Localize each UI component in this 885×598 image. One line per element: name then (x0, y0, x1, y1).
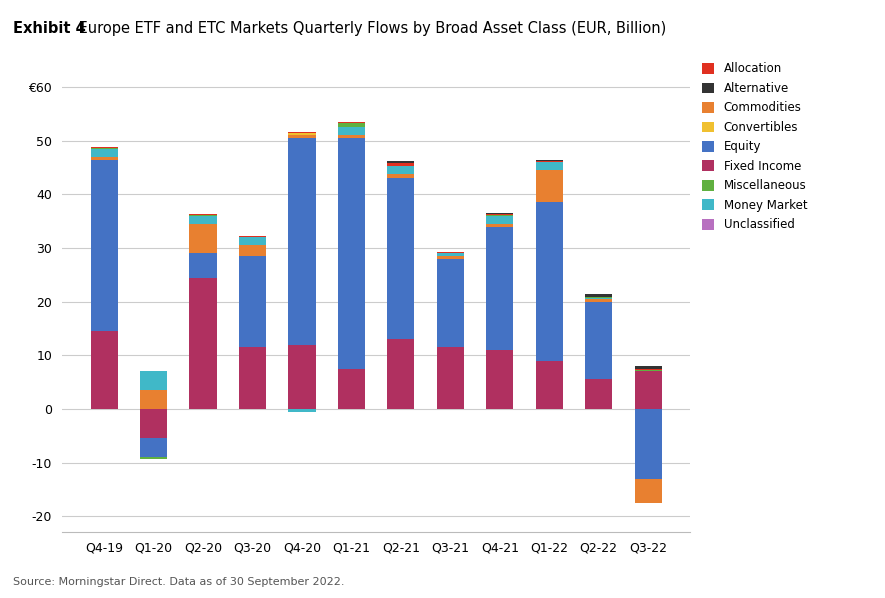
Bar (239, 256, 266, 347)
Bar (189, 216, 217, 224)
Legend: Allocation, Alternative, Commodities, Convertibles, Equity, Fixed Income, Miscel: Allocation, Alternative, Commodities, Co… (703, 62, 807, 231)
Bar (338, 138, 365, 369)
Bar (189, 224, 217, 254)
Bar (436, 256, 464, 259)
Bar (239, 347, 266, 409)
Bar (486, 227, 513, 350)
Bar (388, 178, 414, 339)
Bar (140, 438, 167, 457)
Text: Exhibit 4: Exhibit 4 (13, 21, 86, 36)
Bar (535, 361, 563, 409)
Bar (338, 122, 365, 123)
Bar (90, 157, 118, 160)
Bar (189, 277, 217, 409)
Text: Europe ETF and ETC Markets Quarterly Flows by Broad Asset Class (EUR, Billion): Europe ETF and ETC Markets Quarterly Flo… (74, 21, 666, 36)
Bar (338, 127, 365, 136)
Bar (486, 214, 513, 215)
Bar (140, 390, 167, 409)
Bar (388, 339, 414, 409)
Bar (90, 160, 118, 331)
Bar (486, 224, 513, 227)
Bar (585, 379, 612, 409)
Bar (535, 170, 563, 203)
Bar (90, 147, 118, 148)
Bar (585, 294, 612, 297)
Bar (436, 259, 464, 347)
Bar (486, 216, 513, 224)
Bar (486, 213, 513, 214)
Bar (289, 136, 316, 138)
Bar (338, 136, 365, 138)
Bar (436, 347, 464, 409)
Bar (635, 366, 662, 369)
Bar (388, 163, 414, 166)
Bar (635, 369, 662, 370)
Bar (535, 162, 563, 170)
Bar (90, 149, 118, 157)
Bar (535, 203, 563, 361)
Bar (436, 254, 464, 256)
Bar (239, 245, 266, 256)
Bar (289, 133, 316, 136)
Bar (90, 331, 118, 409)
Text: Source: Morningstar Direct. Data as of 30 September 2022.: Source: Morningstar Direct. Data as of 3… (13, 577, 345, 587)
Bar (140, 457, 167, 459)
Bar (635, 371, 662, 409)
Bar (289, 344, 316, 409)
Bar (239, 237, 266, 245)
Bar (189, 215, 217, 216)
Bar (635, 409, 662, 478)
Bar (289, 409, 316, 411)
Bar (585, 301, 612, 379)
Bar (388, 166, 414, 174)
Bar (338, 369, 365, 409)
Bar (635, 478, 662, 503)
Bar (585, 298, 612, 299)
Bar (189, 254, 217, 277)
Bar (388, 174, 414, 178)
Bar (140, 409, 167, 438)
Bar (338, 123, 365, 127)
Bar (585, 299, 612, 301)
Bar (388, 161, 414, 163)
Bar (140, 371, 167, 390)
Bar (486, 350, 513, 409)
Bar (289, 138, 316, 344)
